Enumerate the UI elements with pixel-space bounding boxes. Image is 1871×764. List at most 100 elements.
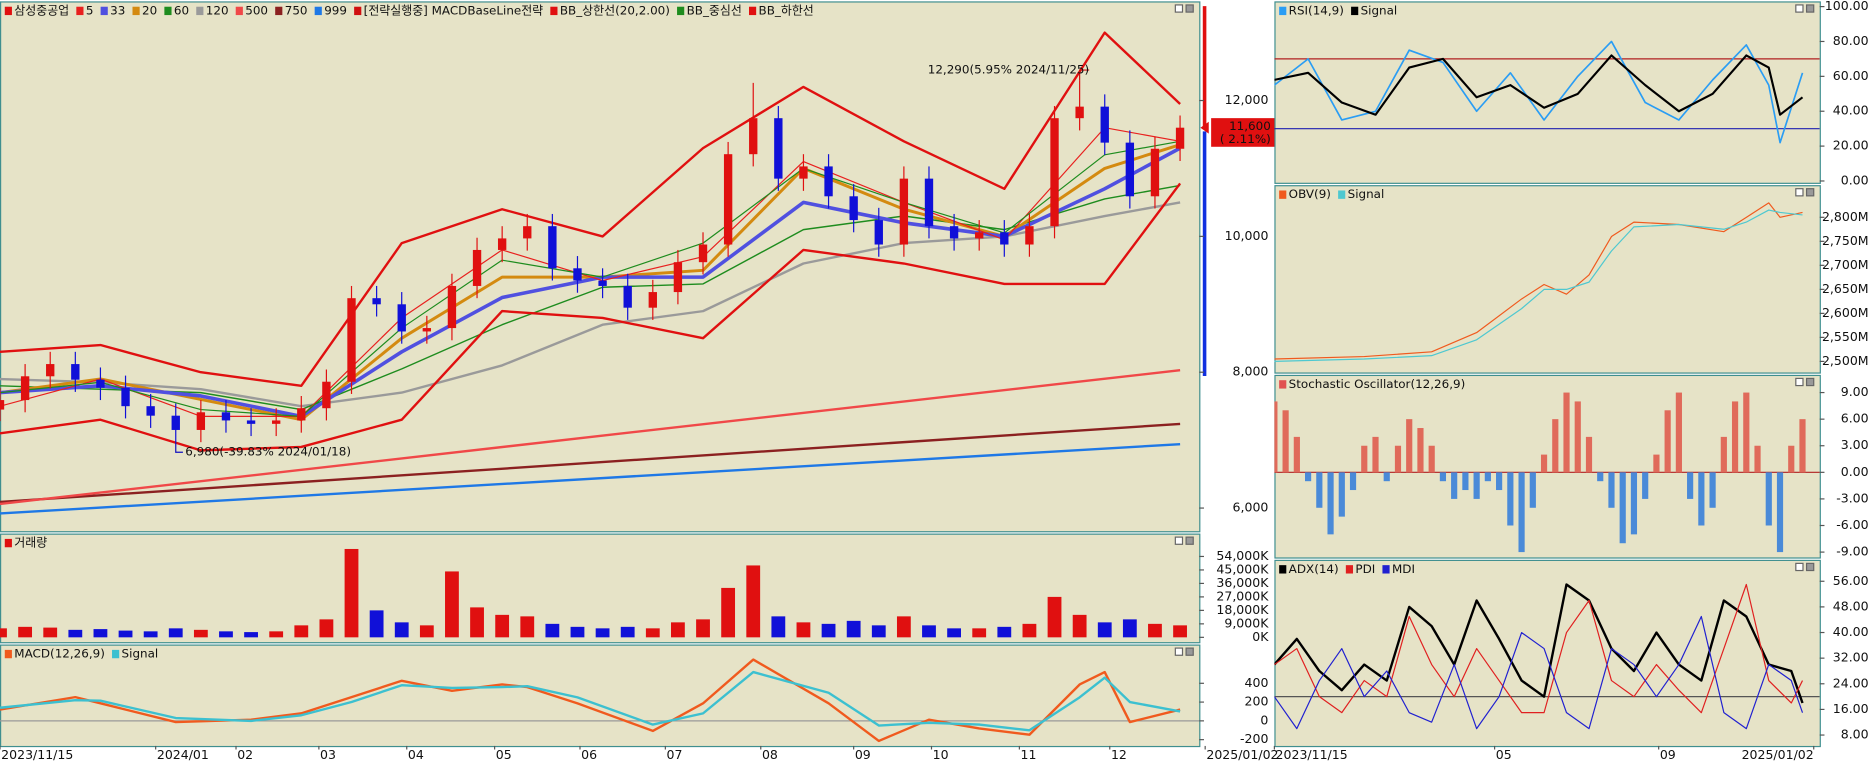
bar xyxy=(1484,472,1491,482)
bar xyxy=(1122,619,1137,638)
panel-button[interactable] xyxy=(1174,536,1184,545)
bar xyxy=(1406,419,1413,473)
bar xyxy=(1563,392,1570,473)
legend-swatch xyxy=(749,6,757,16)
series-line xyxy=(1274,583,1804,704)
panel-button[interactable] xyxy=(1185,4,1194,13)
x-tick-label: 2025/01/02 xyxy=(1206,747,1278,762)
legend-label: ADX(14) xyxy=(1289,562,1339,576)
y-tick-label: 12,000 xyxy=(1225,92,1269,107)
bar xyxy=(68,629,83,638)
candle-body xyxy=(698,244,708,263)
bar xyxy=(1664,410,1671,473)
plot-area xyxy=(0,658,1200,743)
bar xyxy=(997,626,1012,638)
legend-swatch xyxy=(1351,6,1359,16)
price-tag-label: 11,600 xyxy=(1229,119,1271,133)
candle-body xyxy=(924,178,934,227)
bar xyxy=(821,623,836,638)
candle-body xyxy=(523,226,532,239)
annotation-leader xyxy=(1079,69,1090,81)
bar xyxy=(445,571,459,638)
legend-label: Signal xyxy=(122,647,159,661)
candle-body xyxy=(723,154,733,245)
bar xyxy=(1439,472,1447,482)
bar xyxy=(1338,472,1345,517)
panel-button[interactable] xyxy=(1795,188,1804,197)
legend-label: RSI(14,9) xyxy=(1289,3,1344,17)
bar xyxy=(1653,454,1660,473)
candle-body xyxy=(322,381,331,409)
panel-button[interactable] xyxy=(1805,377,1815,387)
candle-body xyxy=(297,408,306,421)
bar xyxy=(1327,472,1334,535)
panel-button[interactable] xyxy=(1185,647,1194,656)
candle-body xyxy=(824,166,833,197)
panel-button[interactable] xyxy=(1805,188,1815,197)
panel-button[interactable] xyxy=(1174,4,1184,13)
legend-swatch xyxy=(314,6,322,16)
legend-swatch xyxy=(235,6,243,16)
bar xyxy=(1529,472,1536,508)
bar xyxy=(0,628,7,638)
panel-button[interactable] xyxy=(1795,4,1804,13)
legend-label: 999 xyxy=(324,3,347,17)
bar xyxy=(244,632,258,638)
panel-button[interactable] xyxy=(1174,647,1184,656)
legend-label: 20 xyxy=(142,3,157,17)
candle-body xyxy=(1100,106,1109,143)
bar xyxy=(93,629,108,638)
bar xyxy=(595,628,610,638)
bar xyxy=(545,623,560,638)
bar xyxy=(143,631,158,638)
y-tick-label: -9.00 xyxy=(1836,544,1868,559)
bar xyxy=(520,616,535,638)
y-tick-label: 48.00 xyxy=(1833,598,1869,613)
candle-body xyxy=(949,226,959,239)
bar xyxy=(1047,596,1062,638)
bar xyxy=(972,628,987,638)
y-tick-label: 2,800M xyxy=(1822,209,1869,224)
panel-button[interactable] xyxy=(1795,377,1804,387)
y-tick-label: 36,000K xyxy=(1216,575,1269,590)
panel-button[interactable] xyxy=(1795,562,1804,572)
candle-body xyxy=(171,415,180,430)
y-tick-label: 2,750M xyxy=(1822,233,1869,248)
price-pointer xyxy=(1200,121,1209,134)
candle-body xyxy=(1025,226,1034,245)
candle-body xyxy=(196,412,206,430)
bar xyxy=(1765,472,1772,526)
candle-body xyxy=(1175,127,1185,149)
bar xyxy=(1507,472,1514,526)
candle-body xyxy=(573,268,582,281)
y-tick-label: 16.00 xyxy=(1833,701,1869,716)
bar xyxy=(1788,445,1795,473)
panel-button[interactable] xyxy=(1805,562,1815,572)
x-tick-label: 2024/01 xyxy=(157,747,209,762)
legend-label: OBV(9) xyxy=(1289,187,1331,201)
bar xyxy=(570,626,585,638)
legend-label: Signal xyxy=(1361,3,1398,17)
x-tick-label: 11 xyxy=(1021,747,1037,762)
candle-body xyxy=(899,178,909,245)
panel-button[interactable] xyxy=(1185,536,1194,545)
candle-body xyxy=(749,118,758,155)
y-tick-label: 0 xyxy=(1260,712,1268,727)
bar xyxy=(1731,401,1739,473)
legend-swatch xyxy=(1279,6,1287,16)
panel-button[interactable] xyxy=(1805,4,1815,13)
bar xyxy=(846,620,861,638)
bar xyxy=(1148,623,1162,638)
legend-swatch xyxy=(354,6,362,16)
series-line xyxy=(1274,202,1803,360)
bar xyxy=(269,631,284,638)
ma-line xyxy=(0,369,1181,506)
x-tick-label: 2023/11/15 xyxy=(1,747,73,762)
bar xyxy=(1574,401,1581,473)
legend-swatch xyxy=(4,538,12,548)
bar xyxy=(1383,472,1390,482)
candle-body xyxy=(598,280,607,286)
bar xyxy=(1540,454,1548,473)
bar xyxy=(1675,392,1682,473)
